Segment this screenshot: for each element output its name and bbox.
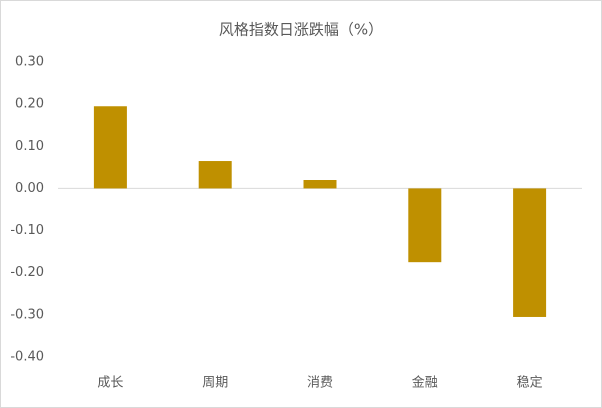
y-tick-label: 0.10 <box>15 139 44 154</box>
chart-title: 风格指数日涨跌幅（%） <box>219 21 383 39</box>
y-tick-label: -0.10 <box>10 223 44 238</box>
y-tick-label: 0.00 <box>15 181 44 196</box>
bar <box>408 188 442 263</box>
bar <box>198 161 232 189</box>
bar <box>513 188 547 317</box>
x-tick-label: 稳定 <box>517 375 543 391</box>
y-tick-label: 0.30 <box>15 55 44 70</box>
y-tick-label: 0.20 <box>15 97 44 112</box>
x-tick-label: 消费 <box>307 376 333 391</box>
bar <box>303 180 337 189</box>
x-tick-label: 周期 <box>202 376 228 391</box>
y-tick-label: -0.20 <box>10 265 44 280</box>
y-tick-label: -0.30 <box>10 307 44 322</box>
x-tick-label: 成长 <box>97 376 123 391</box>
x-tick-label: 金融 <box>412 375 438 391</box>
y-tick-label: -0.40 <box>10 350 44 365</box>
bar <box>93 106 127 189</box>
